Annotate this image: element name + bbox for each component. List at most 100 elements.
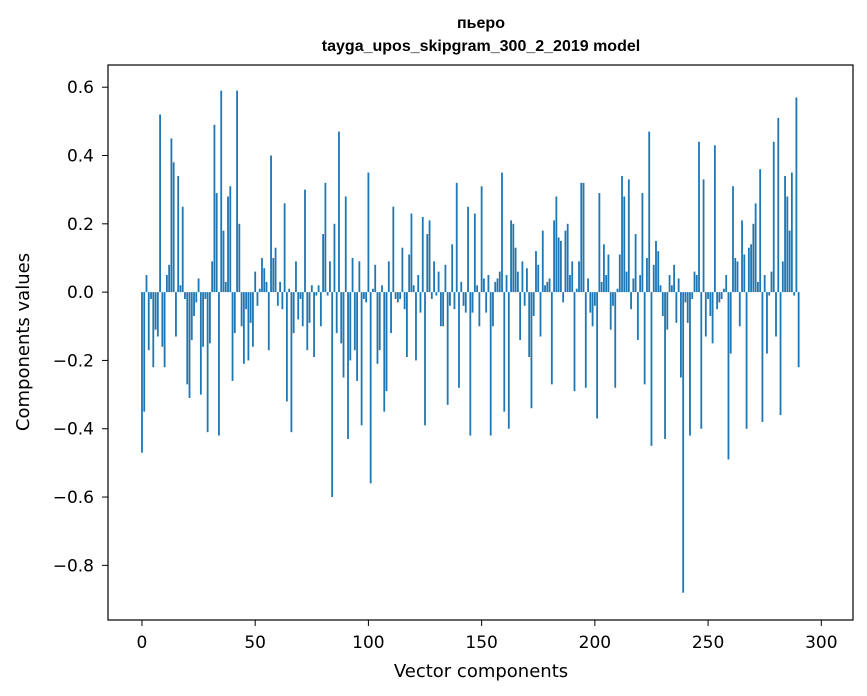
bar-104 [376, 292, 379, 364]
bar-157 [496, 278, 499, 293]
bar-40 [231, 292, 234, 381]
bar-269 [750, 244, 753, 293]
bar-158 [498, 271, 501, 293]
bar-151 [482, 278, 485, 293]
bar-277 [768, 292, 771, 296]
bar-217 [632, 278, 635, 293]
bar-165 [514, 247, 517, 293]
bar-246 [698, 141, 700, 293]
bar-35 [220, 90, 223, 293]
bar-34 [218, 292, 220, 436]
bar-50 [254, 271, 257, 293]
bar-1 [143, 292, 146, 412]
bar-198 [589, 292, 592, 313]
x-axis-ticks: 0 50 100 150 200 250 300 [137, 620, 838, 653]
bar-173 [532, 292, 535, 317]
bar-111 [392, 206, 395, 293]
x-tick-label: 200 [579, 633, 611, 653]
bar-55 [265, 281, 268, 293]
bar-186 [562, 292, 565, 303]
bar-287 [790, 172, 793, 293]
bar-187 [564, 230, 567, 293]
bar-75 [310, 285, 313, 293]
bar-175 [537, 264, 540, 293]
x-tick-label: 100 [352, 633, 384, 653]
bar-195 [582, 182, 585, 293]
bar-68 [295, 261, 297, 293]
bar-207 [609, 292, 612, 330]
bar-154 [489, 292, 492, 436]
bar-15 [175, 292, 177, 337]
bar-156 [494, 281, 497, 293]
bar-144 [467, 206, 469, 293]
bar-56 [267, 292, 270, 351]
bar-163 [510, 220, 512, 293]
bars-group [141, 90, 800, 593]
bar-88 [340, 292, 343, 344]
bar-191 [573, 292, 576, 392]
bar-48 [249, 292, 252, 323]
bar-227 [655, 240, 657, 293]
bar-176 [539, 292, 542, 337]
bar-148 [476, 285, 479, 293]
bar-229 [659, 285, 662, 293]
bar-10 [163, 292, 166, 368]
bar-212 [621, 176, 623, 293]
bar-135 [446, 292, 449, 405]
bar-152 [485, 292, 488, 313]
bar-181 [550, 292, 553, 385]
bar-11 [165, 275, 168, 293]
bar-22 [190, 292, 193, 340]
bar-24 [195, 292, 198, 303]
bar-237 [677, 278, 680, 293]
bar-267 [745, 292, 748, 429]
bar-20 [186, 292, 189, 385]
bar-253 [713, 145, 716, 293]
bar-8 [159, 114, 161, 293]
bar-254 [716, 292, 719, 310]
bar-234 [670, 285, 673, 293]
bar-136 [449, 292, 451, 306]
bar-129 [433, 261, 435, 293]
bar-137 [451, 244, 454, 293]
bar-112 [394, 292, 397, 299]
bar-61 [279, 281, 282, 293]
bar-143 [464, 292, 467, 313]
bar-178 [544, 285, 546, 293]
bar-261 [732, 186, 734, 293]
bar-126 [426, 234, 429, 293]
bar-278 [770, 271, 773, 293]
bar-235 [673, 264, 676, 293]
bar-95 [356, 292, 358, 381]
bar-164 [512, 223, 515, 293]
x-tick-label: 150 [465, 633, 497, 653]
bar-205 [605, 275, 608, 293]
bar-250 [707, 292, 709, 299]
bar-78 [317, 285, 320, 293]
bar-258 [725, 275, 728, 293]
bar-185 [559, 240, 562, 293]
bar-4 [150, 292, 152, 299]
bar-32 [213, 124, 216, 293]
bar-249 [704, 292, 707, 337]
bar-73 [306, 292, 309, 351]
bar-117 [406, 292, 408, 358]
bar-94 [353, 292, 356, 351]
bar-84 [331, 292, 334, 498]
bar-98 [362, 292, 365, 299]
bar-180 [548, 278, 551, 293]
plot-frame [107, 64, 854, 621]
y-tick-label: 0.4 [67, 147, 94, 167]
y-tick-label: −0.8 [53, 556, 94, 576]
bar-93 [351, 257, 354, 293]
bar-281 [777, 117, 780, 293]
bar-150 [480, 186, 483, 293]
bar-120 [412, 285, 415, 293]
bar-37 [224, 281, 227, 293]
bar-26 [199, 292, 202, 395]
bar-177 [541, 230, 544, 293]
bar-259 [727, 292, 730, 460]
bar-282 [779, 292, 782, 416]
bar-60 [276, 292, 279, 306]
bar-211 [618, 254, 621, 293]
